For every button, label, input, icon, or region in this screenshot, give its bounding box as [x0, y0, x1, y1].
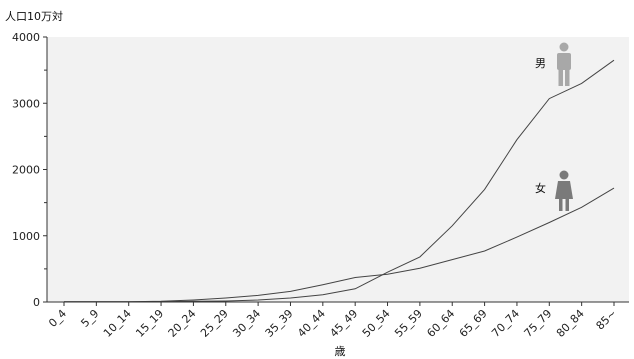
- x-tick-label: 15_19: [133, 307, 166, 340]
- x-tick-label: 70_74: [489, 307, 522, 340]
- x-tick-label: 55_59: [392, 307, 425, 340]
- x-tick-label: 5_9: [78, 307, 101, 330]
- legend-icons: [555, 42, 573, 211]
- series-labels: 男女: [535, 57, 546, 195]
- x-tick-label: 50_54: [360, 307, 393, 340]
- x-tick-label: 85~: [594, 307, 620, 333]
- series-label-female: 女: [535, 181, 546, 195]
- x-axis: 0_4 5_9 10_14 15_19 20_24 25_29 30_34 35_39 40_4…: [46, 302, 619, 340]
- x-axis-title: 歳: [335, 345, 346, 358]
- series-line-female: [64, 187, 615, 303]
- x-tick-label: 60_64: [424, 307, 457, 340]
- y-tick-label: 1000: [12, 230, 40, 243]
- x-tick-label: 25_29: [198, 307, 231, 340]
- x-tick-label: 45_49: [327, 307, 360, 340]
- x-tick-label: 10_14: [101, 307, 134, 340]
- series-label-male: 男: [535, 57, 546, 70]
- x-tick-label: 75_79: [522, 307, 555, 340]
- x-tick-label: 80_84: [554, 307, 587, 340]
- x-tick-label: 65_69: [457, 307, 490, 340]
- y-tick-label: 4000: [12, 31, 40, 44]
- plot-area: [47, 37, 629, 302]
- x-tick-label: 35_39: [263, 307, 296, 340]
- y-axis-title: 人口10万対: [5, 9, 63, 23]
- female-figure-icon: [555, 170, 573, 211]
- x-tick-label: 30_34: [230, 307, 263, 340]
- male-figure-icon: [557, 42, 571, 86]
- y-axis: 0 1000 2000 3000 4000: [12, 31, 47, 309]
- y-tick-label: 3000: [12, 97, 40, 110]
- y-tick-label: 0: [33, 296, 40, 309]
- y-tick-label: 2000: [12, 164, 40, 177]
- x-tick-label: 0_4: [46, 307, 69, 330]
- x-tick-label: 40_44: [295, 307, 328, 340]
- x-tick-label: 20_24: [166, 307, 199, 340]
